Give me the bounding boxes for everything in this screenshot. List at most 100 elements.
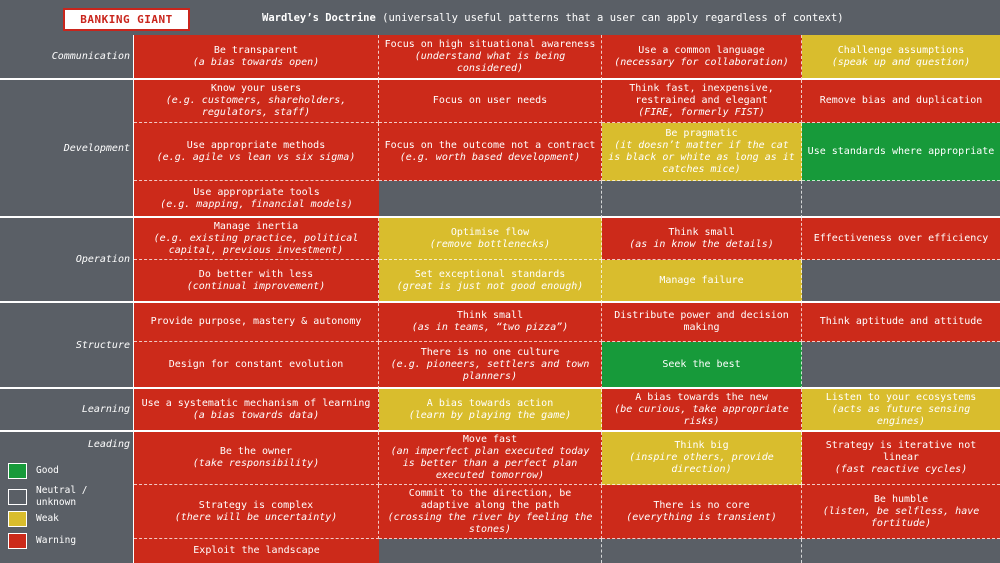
doctrine-cell: Use standards where appropriate <box>802 123 1000 181</box>
category-operation: Operation <box>0 218 133 303</box>
cell-sub: (e.g. existing practice, political capit… <box>153 232 359 256</box>
cell-sub: (inspire others, provide direction) <box>629 452 774 475</box>
cell-main: Think aptitude and attitude <box>819 316 983 327</box>
cell-sub: (be curious, take appropriate risks) <box>614 403 789 427</box>
cell-sub: (e.g. customers, shareholders, regulator… <box>165 95 347 118</box>
category-communication: Communication <box>0 35 133 80</box>
cell-sub: (an imperfect plan executed today is bet… <box>390 446 590 481</box>
cell-sub: (as in teams, “two pizza”) <box>411 322 569 333</box>
cell-main: There is no one culture <box>420 346 560 358</box>
cell-main: A bias towards the new <box>635 391 768 403</box>
doctrine-cell: Commit to the direction, be adaptive alo… <box>379 485 602 539</box>
doctrine-grid: Communication Development Operation Stru… <box>0 35 1000 563</box>
cell-main: Think big <box>674 440 729 451</box>
cell-sub: (e.g. worth based development) <box>399 151 581 163</box>
legend-good: Good <box>8 463 59 479</box>
category-learning: Learning <box>0 389 133 432</box>
doctrine-cell: Optimise flow (remove bottlenecks) <box>379 218 602 260</box>
swatch-green <box>8 463 27 479</box>
doctrine-cell: Seek the best <box>602 342 802 389</box>
doctrine-cell: Be transparent (a bias towards open) <box>134 35 379 80</box>
cell-main: Distribute power and decision making <box>614 310 789 333</box>
swatch-grey <box>8 489 27 505</box>
cell-main: There is no core <box>653 499 750 511</box>
doctrine-cell: Focus on high situational awareness (unde… <box>379 35 602 80</box>
doctrine-cell: Do better with less (continual improvemen… <box>134 260 379 303</box>
doctrine-cell: Set exceptional standards (great is just … <box>379 260 602 303</box>
doctrine-cell: A bias towards action (learn by playing t… <box>379 389 602 432</box>
doctrine-cell: Be humble (listen, be selfless, have fort… <box>802 485 1000 539</box>
doctrine-cell: Exploit the landscape <box>134 539 379 563</box>
legend-label: Weak <box>36 513 59 524</box>
cell-sub: (everything is transient) <box>626 511 777 523</box>
doctrine-cell: Focus on user needs <box>379 80 602 123</box>
doctrine-cell: Remove bias and duplication <box>802 80 1000 123</box>
swatch-yellow <box>8 511 27 527</box>
doctrine-cell: There is no one culture (e.g. pioneers, s… <box>379 342 602 389</box>
doctrine-cell: Think small (as in know the details) <box>602 218 802 260</box>
cell-sub: (a bias towards data) <box>192 409 320 421</box>
cell-sub: (e.g. pioneers, settlers and town planne… <box>390 358 590 382</box>
cell-main: Focus on user needs <box>432 95 548 106</box>
category-structure: Structure <box>0 303 133 389</box>
doctrine-cell: Challenge assumptions (speak up and quest… <box>802 35 1000 80</box>
cell-main: Set exceptional standards <box>414 268 566 280</box>
cell-sub: (as in know the details) <box>629 238 774 250</box>
cell-sub: (there will be uncertainty) <box>174 511 338 523</box>
doctrine-cell: Think aptitude and attitude <box>802 303 1000 342</box>
legend-label: Good <box>36 465 59 476</box>
legend-label: Neutral / unknown <box>36 485 88 508</box>
header-bar: BANKING GIANT Wardley’s Doctrine (univer… <box>0 0 1000 35</box>
doctrine-cell: Provide purpose, mastery & autonomy <box>134 303 379 342</box>
cell-main: Move fast <box>462 434 518 445</box>
cell-main: Challenge assumptions <box>837 44 965 56</box>
cell-main: Manage failure <box>659 274 744 286</box>
cell-main: Remove bias and duplication <box>819 95 983 106</box>
cell-sub: (acts as future sensing engines) <box>831 403 971 427</box>
title-bold: Wardley’s Doctrine <box>262 12 376 24</box>
legend-warning: Warning <box>8 533 76 549</box>
doctrine-cell: Listen to your ecosystems (acts as future… <box>802 389 1000 432</box>
doctrine-cell: A bias towards the new (be curious, take … <box>602 389 802 432</box>
cell-main: Commit to the direction, be adaptive alo… <box>408 487 572 511</box>
cell-main: Provide purpose, mastery & autonomy <box>150 316 362 327</box>
doctrine-cell: Move fast (an imperfect plan executed tod… <box>379 432 602 485</box>
cell-main: Know your users <box>210 83 302 94</box>
empty-cell <box>379 181 602 218</box>
cell-main: Strategy is iterative not linear <box>825 440 977 463</box>
doctrine-cell: Think big (inspire others, provide direct… <box>602 432 802 485</box>
cell-sub: (crossing the river by feeling the stone… <box>387 511 593 535</box>
cell-main: Listen to your ecosystems <box>825 391 977 403</box>
doctrine-cell: Use a common language (necessary for coll… <box>602 35 802 80</box>
cell-sub: (necessary for collaboration) <box>614 56 789 68</box>
doctrine-cell: Use appropriate tools (e.g. mapping, fina… <box>134 181 379 218</box>
cell-sub: (e.g. mapping, financial models) <box>160 198 353 210</box>
doctrine-cell: Be pragmatic (it doesn’t matter if the ca… <box>602 123 802 181</box>
cell-sub: (e.g. agile vs lean vs six sigma) <box>156 151 356 163</box>
legend-weak: Weak <box>8 511 59 527</box>
legend-neutral: Neutral / unknown <box>8 485 106 509</box>
cell-main: Use standards where appropriate <box>807 145 995 157</box>
empty-cell <box>802 342 1000 389</box>
cell-sub: (it doesn’t matter if the cat is black o… <box>608 139 795 175</box>
empty-cell <box>379 539 602 563</box>
title-rest: (universally useful patterns that a user… <box>375 12 844 24</box>
cell-sub: (remove bottlenecks) <box>429 238 551 250</box>
cell-main: Be the owner <box>219 446 293 457</box>
cell-main: Design for constant evolution <box>168 358 344 370</box>
doctrine-cell: Strategy is complex (there will be uncert… <box>134 485 379 539</box>
doctrine-cell: Manage inertia (e.g. existing practice, p… <box>134 218 379 260</box>
swatch-red <box>8 533 27 549</box>
empty-cell <box>602 539 802 563</box>
cell-main: A bias towards action <box>426 397 554 409</box>
category-development: Development <box>0 80 133 218</box>
cell-main: Manage inertia <box>213 220 299 232</box>
cell-main: Strategy is complex <box>198 499 314 511</box>
cell-sub: (take responsibility) <box>192 458 320 469</box>
cell-sub: (speak up and question) <box>831 56 971 68</box>
org-badge: BANKING GIANT <box>63 8 190 31</box>
cell-sub: (FIRE, formerly FIST) <box>638 107 765 118</box>
empty-cell <box>802 260 1000 303</box>
empty-cell <box>802 181 1000 218</box>
doctrine-cell: There is no core (everything is transient… <box>602 485 802 539</box>
